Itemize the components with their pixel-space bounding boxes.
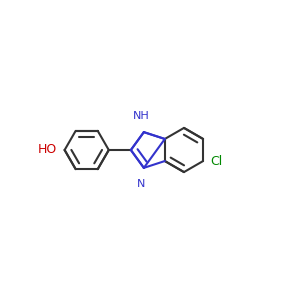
Text: HO: HO (38, 143, 57, 157)
Text: Cl: Cl (211, 154, 223, 167)
Text: NH: NH (133, 111, 149, 121)
Text: N: N (137, 179, 145, 189)
